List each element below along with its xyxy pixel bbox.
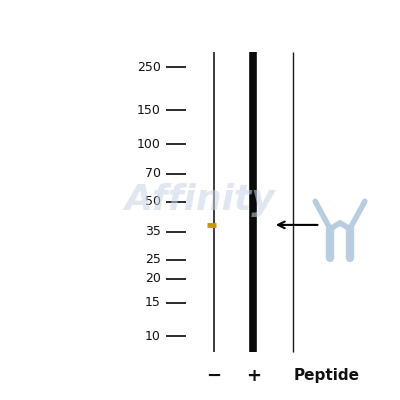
- Text: Affinity: Affinity: [125, 183, 275, 217]
- Text: 10: 10: [145, 330, 160, 343]
- Text: Peptide: Peptide: [293, 368, 359, 383]
- Text: 250: 250: [137, 61, 160, 74]
- Text: 100: 100: [137, 138, 160, 150]
- Text: 35: 35: [145, 225, 160, 238]
- Text: 70: 70: [144, 167, 160, 180]
- Text: 20: 20: [145, 272, 160, 285]
- Text: 25: 25: [145, 253, 160, 266]
- Text: −: −: [206, 366, 221, 384]
- Text: 15: 15: [145, 296, 160, 309]
- Text: +: +: [246, 366, 261, 384]
- Text: 50: 50: [144, 196, 160, 208]
- Text: 150: 150: [137, 104, 160, 117]
